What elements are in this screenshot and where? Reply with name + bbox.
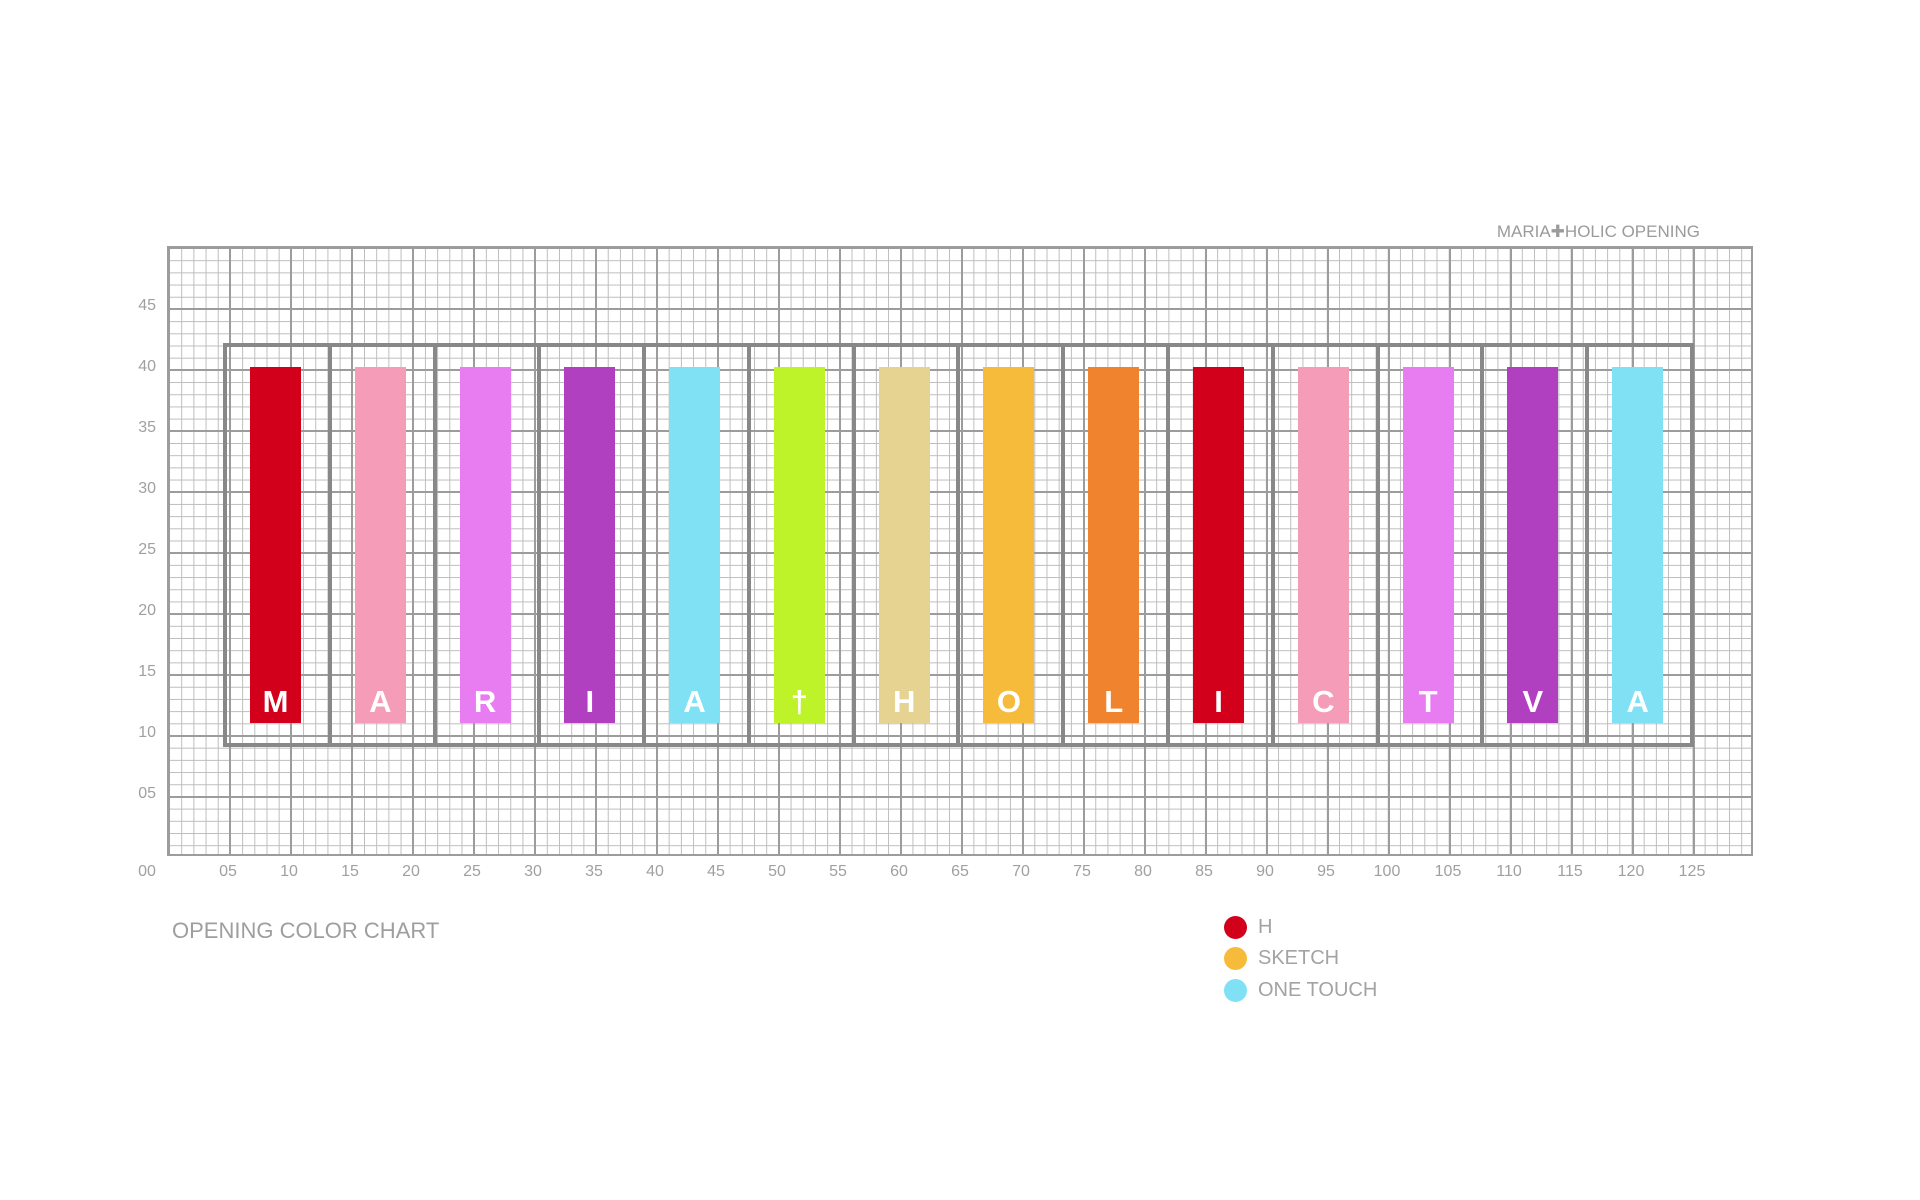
legend-dot-icon <box>1224 978 1247 1002</box>
bar-letter: R <box>473 684 497 719</box>
x-tick-label: 45 <box>707 863 725 880</box>
bar-letter: I <box>585 684 595 719</box>
bar-letter: A <box>683 684 706 719</box>
letter-cell: L <box>1065 347 1171 743</box>
letter-cell: † <box>751 347 856 743</box>
bar-letter: A <box>1626 684 1649 719</box>
footer-title: OPENING COLOR CHART <box>172 918 440 943</box>
color-bar: M <box>250 367 301 723</box>
x-tick-label: 30 <box>524 863 542 880</box>
x-tick-label: 65 <box>951 863 969 880</box>
y-tick-label: 40 <box>138 358 156 375</box>
x-tick-label: 10 <box>280 863 298 880</box>
bar-letter: M <box>262 684 289 719</box>
legend-label: ONE TOUCH <box>1258 978 1378 1001</box>
x-tick-label: 60 <box>890 863 908 880</box>
dagger-icon: † <box>790 684 809 719</box>
x-tick-label: 20 <box>402 863 420 880</box>
x-tick-label: 35 <box>585 863 603 880</box>
color-bar: A <box>354 367 406 723</box>
bar-letter: O <box>996 684 1022 719</box>
letter-cell: A <box>646 347 751 743</box>
y-tick-label: 25 <box>138 541 156 558</box>
color-bar: I <box>564 367 616 723</box>
bar-letter: C <box>1312 684 1335 719</box>
x-tick-label: 105 <box>1434 863 1462 880</box>
x-tick-label: 05 <box>219 863 237 880</box>
x-tick-label: 110 <box>1496 863 1522 880</box>
x-tick-label: 85 <box>1195 863 1213 880</box>
x-tick-label: 15 <box>341 863 359 880</box>
x-tick-label: 00 <box>138 863 156 880</box>
x-tick-label: 40 <box>646 863 664 880</box>
color-bar: L <box>1088 367 1140 723</box>
letter-cell: M <box>227 347 332 743</box>
color-bar: A <box>669 367 721 723</box>
letter-cell: V <box>1484 347 1590 743</box>
y-tick-label: 45 <box>138 297 156 314</box>
color-bar: V <box>1507 367 1559 723</box>
letter-box-frame: M A R I A † H O L I C T V A <box>223 343 1694 747</box>
x-tick-label: 50 <box>768 863 786 880</box>
bar-letter: L <box>1104 684 1124 719</box>
color-bar: H <box>878 367 930 723</box>
y-tick-label: 35 <box>138 419 156 436</box>
legend-dot-icon <box>1224 946 1247 970</box>
color-bar: † <box>773 367 825 723</box>
color-bar: T <box>1402 367 1454 723</box>
color-bar: I <box>1193 367 1245 723</box>
letter-cell: R <box>437 347 542 743</box>
bar-letter: A <box>369 684 392 719</box>
legend-label: H <box>1258 915 1273 938</box>
letter-cell: H <box>856 347 961 743</box>
letter-cell: T <box>1380 347 1485 743</box>
legend-dot-icon <box>1224 915 1247 939</box>
letter-cell: O <box>960 347 1066 743</box>
y-tick-label: 30 <box>138 480 156 497</box>
color-bar: C <box>1297 367 1349 723</box>
x-tick-label: 95 <box>1317 863 1335 880</box>
x-tick-label: 125 <box>1678 863 1706 880</box>
x-tick-label: 120 <box>1617 863 1645 880</box>
legend-item-sketch: SKETCH <box>1224 946 1339 970</box>
x-tick-label: 115 <box>1557 863 1583 880</box>
letter-cell: C <box>1275 347 1380 743</box>
color-bar: R <box>459 367 511 723</box>
letter-cell: I <box>1170 347 1275 743</box>
legend-item-one-touch: ONE TOUCH <box>1224 978 1377 1002</box>
legend-label: SKETCH <box>1258 946 1340 969</box>
letter-cell: I <box>541 347 647 743</box>
x-tick-label: 80 <box>1134 863 1152 880</box>
chart-title: MARIA✚HOLIC OPENING <box>1496 222 1700 241</box>
y-tick-label: 20 <box>138 602 156 619</box>
x-tick-label: 100 <box>1373 863 1401 880</box>
x-tick-label: 55 <box>829 863 847 880</box>
letter-cell: A <box>1589 347 1690 743</box>
color-bar: A <box>1612 367 1664 723</box>
x-tick-label: 75 <box>1073 863 1091 880</box>
bar-letter: H <box>892 684 916 719</box>
y-tick-label: 05 <box>138 785 156 802</box>
letter-cell: A <box>332 347 437 743</box>
x-tick-label: 25 <box>463 863 481 880</box>
y-tick-label: 15 <box>138 663 156 680</box>
bar-letter: V <box>1522 684 1544 719</box>
bar-letter: I <box>1214 684 1223 719</box>
x-tick-label: 70 <box>1012 863 1030 880</box>
x-tick-label: 90 <box>1256 863 1274 880</box>
color-bar: O <box>983 367 1035 723</box>
legend-item-h: H <box>1224 915 1272 939</box>
bar-letter: T <box>1418 684 1438 719</box>
y-tick-label: 10 <box>138 724 156 741</box>
